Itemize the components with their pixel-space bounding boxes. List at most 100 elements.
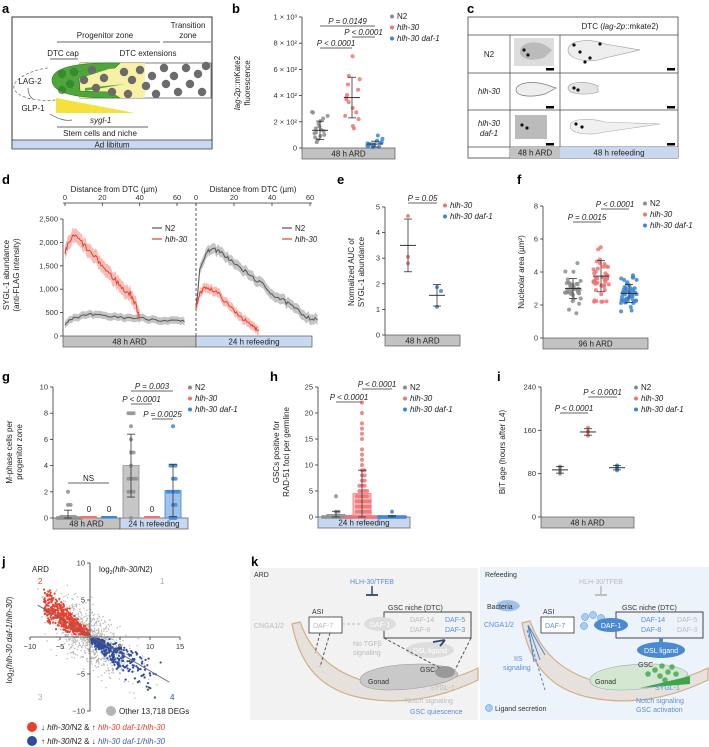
i-p-value: P < 0.0001 [583, 388, 622, 397]
j-red-point [54, 628, 58, 631]
j-gray-point [70, 651, 73, 654]
j-gray-point [93, 628, 96, 630]
lag2-arrow-icon [27, 87, 34, 100]
j-red-point [75, 630, 78, 633]
worm-body [521, 620, 709, 702]
j-gray-point [82, 622, 84, 624]
h-data-point [354, 504, 359, 509]
j-blue-point [129, 662, 132, 665]
j-red-point [49, 591, 52, 594]
j-red-point [55, 599, 59, 603]
j-blue-point [146, 681, 150, 685]
f-ylabel: Nucleolar area (µm²) [517, 235, 526, 309]
j-gray-point [64, 635, 66, 637]
j-gray-point [65, 638, 67, 641]
j-red-point [52, 609, 55, 612]
j-gray-point [107, 670, 109, 672]
j-red-point [59, 607, 62, 610]
j-gray-point [109, 619, 111, 622]
j-red-g2: hlh-30 daf-1/hlh-30 [98, 723, 166, 732]
panel-label-d: d [2, 172, 10, 187]
e-y-tick-label: 2 [376, 279, 380, 288]
b-data-point [350, 106, 355, 111]
glp1-arrow-icon [49, 113, 73, 121]
j-red-point [84, 625, 87, 628]
j-gray-point [41, 596, 43, 599]
j-gray-point [101, 657, 104, 659]
h-data-point [360, 431, 364, 436]
f-data-point [563, 269, 568, 274]
j-gray-point [121, 668, 123, 670]
g-zero-bar [144, 516, 160, 519]
j-blue-point [128, 659, 131, 663]
j-blue-point [92, 638, 95, 642]
j-red-point [62, 628, 65, 631]
j-gray-point [96, 618, 98, 620]
j-blue-point [99, 643, 102, 646]
j-gray-point [69, 652, 72, 654]
ligand-vesicle-icon [589, 611, 597, 619]
j-gray-point [97, 613, 100, 616]
j-blue-point [143, 668, 147, 671]
j-gray-point [90, 657, 92, 659]
h-data-point [354, 509, 359, 514]
j-blue-point [132, 664, 136, 667]
j-gray-point [96, 629, 98, 632]
j-gray-point [112, 669, 115, 671]
h-data-point [362, 478, 367, 483]
j-blue-point [96, 644, 100, 647]
f-data-point [593, 276, 598, 281]
j-gray-point [125, 653, 128, 655]
germ-cell [193, 69, 203, 79]
micrograph-daf1-ard [515, 115, 547, 139]
h-y-tick-label: 10 [305, 461, 313, 470]
i-condition-label: 48 h ARD [570, 519, 604, 528]
j-blue-arrow2: ↓ [92, 737, 98, 746]
j-gray-point [81, 647, 83, 649]
j-gray-point [68, 605, 71, 608]
f-data-point [565, 277, 570, 282]
h-data-point [365, 489, 370, 493]
g-legend-label: hlh-30 daf-1 [195, 405, 238, 414]
dtc-nuclei [520, 42, 602, 130]
j-gray-point [82, 638, 84, 641]
j-gray-point [107, 667, 110, 670]
f-data-point [619, 309, 624, 314]
j-blue-point [118, 646, 121, 649]
f-data-point [591, 267, 596, 272]
j-xlabel-post: /N2) [137, 565, 152, 574]
c-title: DTC (lag-2p::mkate2) [582, 22, 659, 31]
j-gray-point [81, 621, 83, 623]
j-blue-point [137, 668, 140, 671]
j-gray-point [99, 624, 101, 627]
j-xlabel-log: log [99, 565, 110, 574]
dtc-nucleus [525, 126, 529, 130]
j-blue-point [96, 641, 99, 644]
j-gray-point [100, 631, 103, 633]
germ-cell [79, 75, 89, 85]
j-gray-point [97, 659, 100, 661]
j-gray-point [120, 662, 123, 664]
j-gray-point [97, 676, 99, 678]
j-gray-point [76, 639, 79, 641]
j-gray-point [132, 683, 134, 685]
j-blue-point [130, 650, 133, 653]
j-gray-point [86, 648, 89, 650]
j-red-point [54, 612, 57, 615]
gsc-cell [659, 663, 665, 669]
c-row-hlh30-daf1-line2: daf-1 [480, 129, 498, 138]
j-gray-point [85, 645, 87, 647]
j-blue-point [134, 651, 137, 654]
j-gray-point [53, 615, 56, 617]
j-gray-point [78, 603, 81, 606]
j-gray-point [83, 637, 85, 639]
j-blue-point [140, 657, 143, 660]
panel-label-a: a [2, 1, 10, 16]
j-gray-point [90, 617, 92, 620]
b-data-point [321, 116, 326, 121]
g-legend-marker [188, 407, 192, 412]
j-gray-point [72, 650, 74, 653]
activated-gsc-cells [640, 663, 690, 688]
d-y-tick-label: 2,000 [39, 238, 58, 247]
j-gray-point [107, 639, 109, 641]
